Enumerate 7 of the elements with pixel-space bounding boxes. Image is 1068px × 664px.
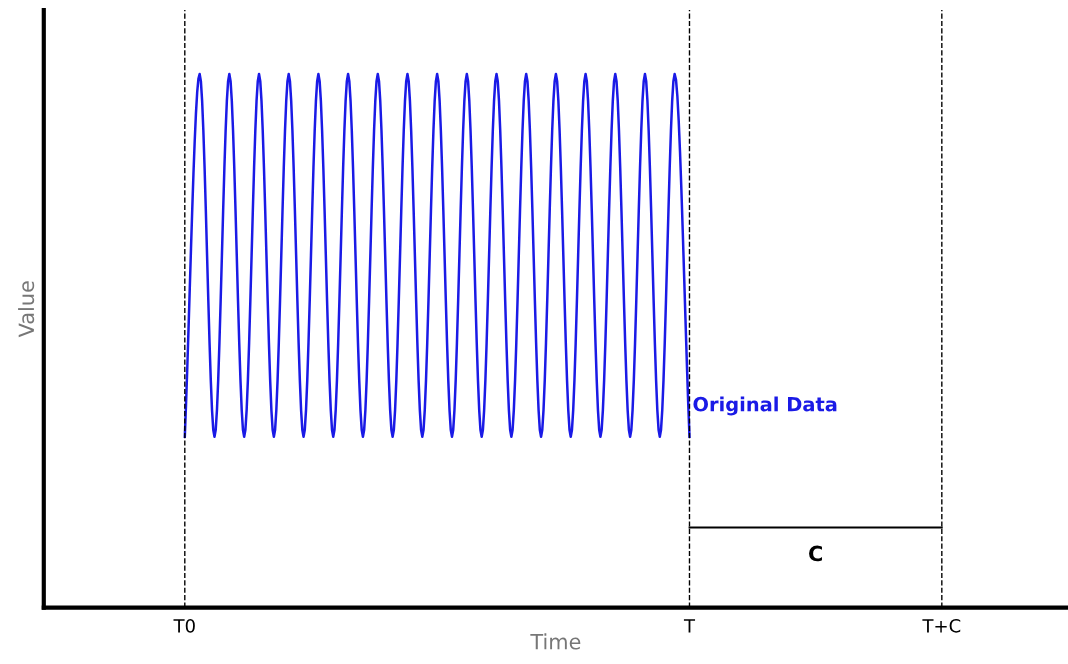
x-tick-label: T+C	[922, 618, 961, 633]
annotation: C	[809, 545, 822, 562]
x-axis-title: Time	[530, 633, 581, 650]
x-tick-label: T0	[173, 618, 195, 633]
series-label: Original Data	[693, 396, 837, 416]
x-tick-label: T	[683, 619, 696, 633]
y-axis-title: Value	[18, 281, 35, 338]
